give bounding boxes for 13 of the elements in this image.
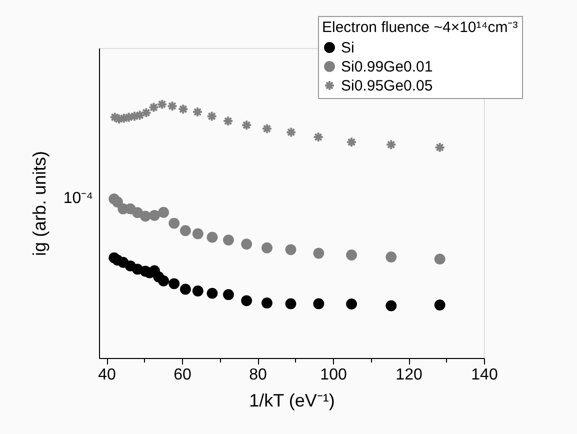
x-tick-label: 140 [471,366,498,384]
x-axis-title: 1/kT (eV⁻¹) [249,390,335,410]
legend-label: Si0.99Ge0.01 [341,58,433,76]
x-tick-label: 80 [249,366,268,384]
x-tick-label: 40 [98,366,116,384]
legend-label: Si [341,40,354,56]
x-tick-label: 100 [320,366,347,384]
text: 10⁻⁴ [63,190,94,207]
legend-label: Si0.95Ge0.05 [341,78,433,94]
x-tick-label: 60 [174,366,192,384]
legend-title: Electron fluence ~4×10¹⁴cm⁻³ [322,19,518,36]
x-tick-label: 120 [396,366,422,384]
y-axis-title: ig (arb. units) [30,150,50,256]
